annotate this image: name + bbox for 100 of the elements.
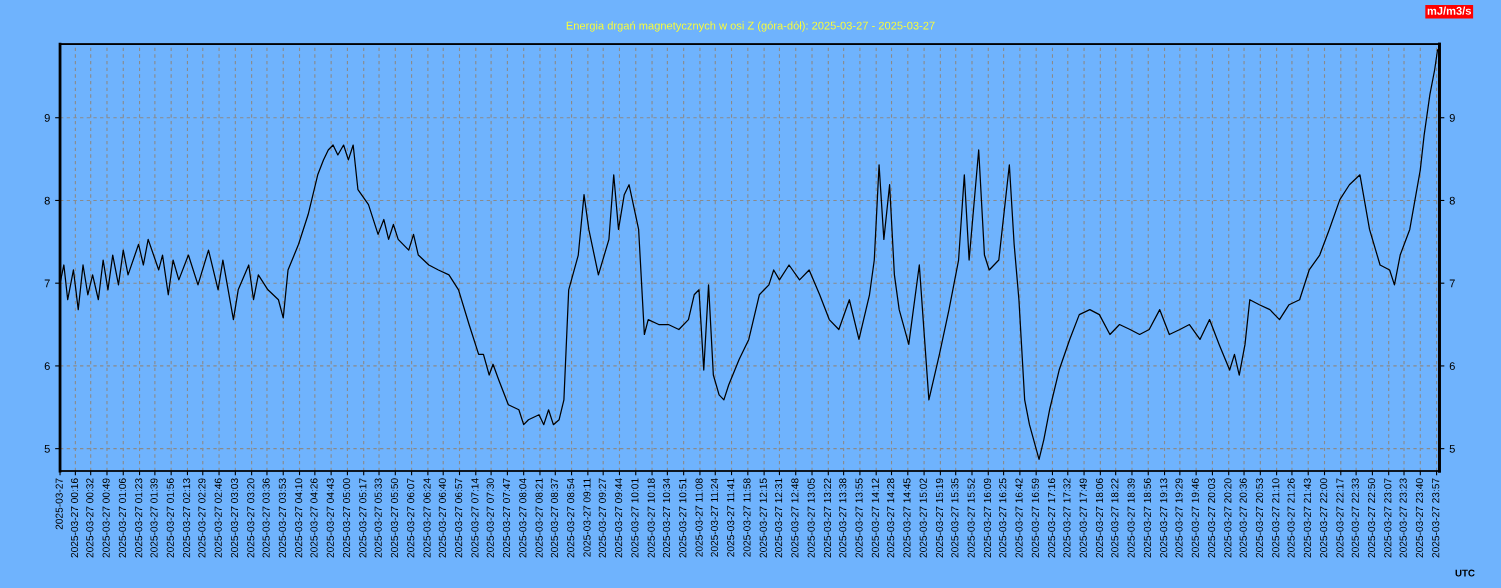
x-tick-label: 2025-03-27 09:44 xyxy=(615,478,623,558)
x-tick-label: 2025-03-27 16:09 xyxy=(983,478,991,558)
x-tick-label: 2025-03-27 01:56 xyxy=(166,478,174,558)
x-tick-label: 2025-03-27 19:46 xyxy=(1191,478,1199,558)
x-tick-label: 2025-03-27 04:43 xyxy=(326,478,334,558)
x-axis-title: UTC xyxy=(1455,569,1475,577)
x-tick-label: 2025-03-27 21:43 xyxy=(1303,478,1311,558)
x-tick-label: 2025-03-27 03:36 xyxy=(262,478,270,558)
x-tick-label: 2025-03-27 18:06 xyxy=(1095,478,1104,558)
x-tick-label: 2025-03-27 10:51 xyxy=(679,478,687,558)
x-tick-label: 2025-03-27 05:50 xyxy=(390,478,399,558)
x-tick-label: 2025-03-27 22:17 xyxy=(1336,478,1344,558)
x-tick-label: 2025-03-27 20:53 xyxy=(1255,478,1264,558)
x-tick-label: 2025-03-27 08:04 xyxy=(519,478,527,558)
text: mJ/m3/s xyxy=(1427,6,1471,15)
x-tick-label: 2025-03-27 08:21 xyxy=(535,478,543,558)
x-tick-label: 2025-03-27 01:23 xyxy=(135,478,143,558)
x-tick-label: 2025-03-27 13:55 xyxy=(855,478,863,558)
x-tick-label: 2025-03-27 14:12 xyxy=(871,478,879,558)
x-tick-label: 2025-03-27 20:03 xyxy=(1207,478,1216,558)
x-tick-label: 2025-03-27 12:48 xyxy=(791,478,799,558)
x-tick-label: 2025-03-27 11:41 xyxy=(727,478,735,557)
x-tick-label: 2025-03-27 01:39 xyxy=(150,478,158,558)
x-tick-label: 2025-03-27 07:47 xyxy=(502,478,511,558)
x-tick-label: 2025-03-27 10:18 xyxy=(647,478,655,558)
x-tick-label: 2025-03-27 15:19 xyxy=(935,478,944,558)
x-tick-label: 2025-03-27 14:45 xyxy=(903,478,911,558)
x-tick-label: 2025-03-27 08:54 xyxy=(567,478,575,558)
x-tick-label: 2025-03-27 03:03 xyxy=(230,478,239,558)
x-tick-label: 2025-03-27 11:24 xyxy=(710,478,718,557)
x-tick-label: 2025-03-27 20:36 xyxy=(1239,478,1247,558)
x-tick-label: 2025-03-27 09:27 xyxy=(598,478,606,558)
y-tick-label: 7 xyxy=(44,279,50,288)
x-tick-label: 2025-03-27 22:50 xyxy=(1367,478,1376,558)
x-tick-label: 2025-03-27 12:15 xyxy=(759,478,767,558)
x-tick-label: 2025-03-27 00:32 xyxy=(86,478,94,558)
x-tick-label: 2025-03-27 05:33 xyxy=(374,478,382,558)
x-tick-label: 2025-03-27 21:26 xyxy=(1287,478,1295,558)
x-tick-label: 2025-03-27 07:30 xyxy=(486,478,494,558)
y-tick-label: 6 xyxy=(44,362,50,371)
x-tick-label: 2025-03-27 01:06 xyxy=(118,478,126,558)
x-tick-label: 2025-03-27 00:16 xyxy=(70,478,79,558)
y-tick-label: 9 xyxy=(44,114,50,122)
y2-tick-label: 9 xyxy=(1449,114,1455,122)
x-tick-label: 2025-03-27 23:07 xyxy=(1384,478,1392,558)
chart-title: Energia drgań magnetycznych w osi Z (góra-dół): 2025-03-27 - 2025-03-27 xyxy=(566,21,935,32)
x-tick-label: 2025-03-27 21:10 xyxy=(1272,478,1280,558)
x-tick-label: 2025-03-27 05:17 xyxy=(359,478,367,558)
x-tick-label: 2025-03-27 23:23 xyxy=(1399,478,1407,558)
x-tick-label: 2025-03-27 13:38 xyxy=(839,478,847,558)
x-tick-label: 2025-03-27 18:39 xyxy=(1127,478,1135,558)
x-tick-label: 2025-03-27 19:29 xyxy=(1175,478,1183,558)
x-tick-label: 2025-03-27 00:49 xyxy=(102,478,110,558)
y-tick-label: 8 xyxy=(44,196,50,205)
x-tick-label: 2025-03-27 23:57 xyxy=(1432,478,1440,558)
x-tick-label: 2025-03-27 04:26 xyxy=(310,478,318,558)
x-tick-label: 2025-03-27 11:58 xyxy=(743,478,751,557)
x-tick-label: 2025-03-27 09:11 xyxy=(583,478,591,557)
x-tick-label: 2025-03-27 13:22 xyxy=(823,478,832,558)
x-tick-label: 2025-03-27 02:29 xyxy=(198,478,206,558)
x-tick-label: 2025-03-27 20:20 xyxy=(1224,478,1232,558)
x-tick-label: 2025-03-27 14:28 xyxy=(887,478,895,558)
x-tick-label: 2025-03-27 12:31 xyxy=(774,478,783,558)
x-tick-label: 2025-03-27 06:40 xyxy=(438,478,446,558)
x-tick-label: 2025-03-27 19:13 xyxy=(1160,478,1168,558)
x-tick-label: 2025-03-27 15:02 xyxy=(919,478,927,558)
x-tick-label: 2025-03-27 22:00 xyxy=(1320,478,1328,558)
x-tick-label: 2025-03-27 03:53 xyxy=(278,478,286,558)
x-tick-label: 2025-03-27 11:08 xyxy=(695,478,703,557)
y2-tick-label: 7 xyxy=(1449,279,1455,288)
x-tick-label: 2025-03-27 23:40 xyxy=(1415,478,1424,558)
y2-tick-label: 8 xyxy=(1449,196,1455,205)
x-tick-label: 2025-03-27 13:05 xyxy=(807,478,815,558)
x-tick-label: 2025-03-27 06:57 xyxy=(455,478,463,558)
x-tick-label: 2025-03-27 10:34 xyxy=(662,478,671,558)
x-tick-label: 2025-03-27 17:49 xyxy=(1079,478,1087,558)
x-tick-label: 2025-03-27 17:16 xyxy=(1048,478,1056,558)
x-tick-label: 2025-03-27 06:07 xyxy=(407,478,415,558)
x-tick-label: 2025-03-27 04:10 xyxy=(295,478,303,558)
x-tick-label: 2025-03-27 22:33 xyxy=(1351,478,1359,558)
x-tick-label: 2025-03-27 07:14 xyxy=(471,478,479,558)
x-tick-label: 2025-03-27 15:35 xyxy=(951,478,959,558)
x-tick-label: 2025-03-27 16:25 xyxy=(999,478,1007,558)
x-tick-label: 2025-03-27 xyxy=(55,478,63,530)
x-tick-label: 2025-03-27 03:20 xyxy=(247,478,255,558)
x-tick-label: 2025-03-27 02:13 xyxy=(182,478,191,558)
y2-tick-label: 5 xyxy=(1449,445,1455,453)
x-tick-label: 2025-03-27 02:46 xyxy=(214,478,222,558)
x-tick-label: 2025-03-27 16:59 xyxy=(1031,478,1039,558)
x-tick-label: 2025-03-27 10:01 xyxy=(631,478,639,558)
x-tick-label: 2025-03-27 18:22 xyxy=(1111,478,1119,558)
x-tick-label: 2025-03-27 06:24 xyxy=(423,478,431,558)
y2-tick-label: 6 xyxy=(1449,362,1455,371)
x-tick-label: 2025-03-27 17:32 xyxy=(1063,478,1071,558)
x-tick-label: 2025-03-27 18:56 xyxy=(1143,478,1151,558)
x-tick-label: 2025-03-27 08:37 xyxy=(550,478,559,558)
y-tick-label: 5 xyxy=(44,445,50,453)
x-tick-label: 2025-03-27 05:00 xyxy=(342,478,351,558)
x-tick-label: 2025-03-27 16:42 xyxy=(1015,478,1023,558)
x-tick-label: 2025-03-27 15:52 xyxy=(967,478,975,558)
